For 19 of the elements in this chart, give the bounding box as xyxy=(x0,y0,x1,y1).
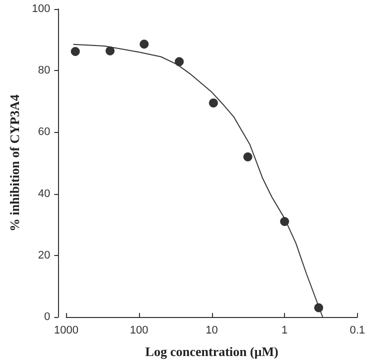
y-tick-label: 40 xyxy=(38,188,50,200)
point xyxy=(70,47,80,56)
point xyxy=(243,152,252,162)
x-axis-title: Log concentration (μM) xyxy=(145,344,278,359)
x-tick-label: 0.1 xyxy=(350,324,366,336)
y-axis-title: % inhibition of CYP3A4 xyxy=(7,94,22,232)
y-tick-label: 80 xyxy=(38,64,50,77)
point xyxy=(208,98,218,108)
x-tick-label: 10 xyxy=(206,324,218,336)
y-tick-label: 60 xyxy=(38,126,50,138)
point xyxy=(106,46,115,56)
y-tick-label: 20 xyxy=(38,249,50,262)
x-tick-label: 1000 xyxy=(54,324,78,336)
point xyxy=(174,57,184,66)
point xyxy=(140,40,149,49)
y-tick-label: 100 xyxy=(32,3,50,15)
x-tick-label: 1 xyxy=(282,324,288,336)
y-tick-label: 0 xyxy=(44,311,50,323)
x-tick-label: 100 xyxy=(130,324,148,336)
